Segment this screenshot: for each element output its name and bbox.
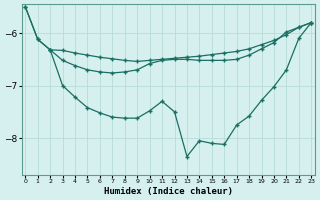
X-axis label: Humidex (Indice chaleur): Humidex (Indice chaleur)	[104, 187, 233, 196]
